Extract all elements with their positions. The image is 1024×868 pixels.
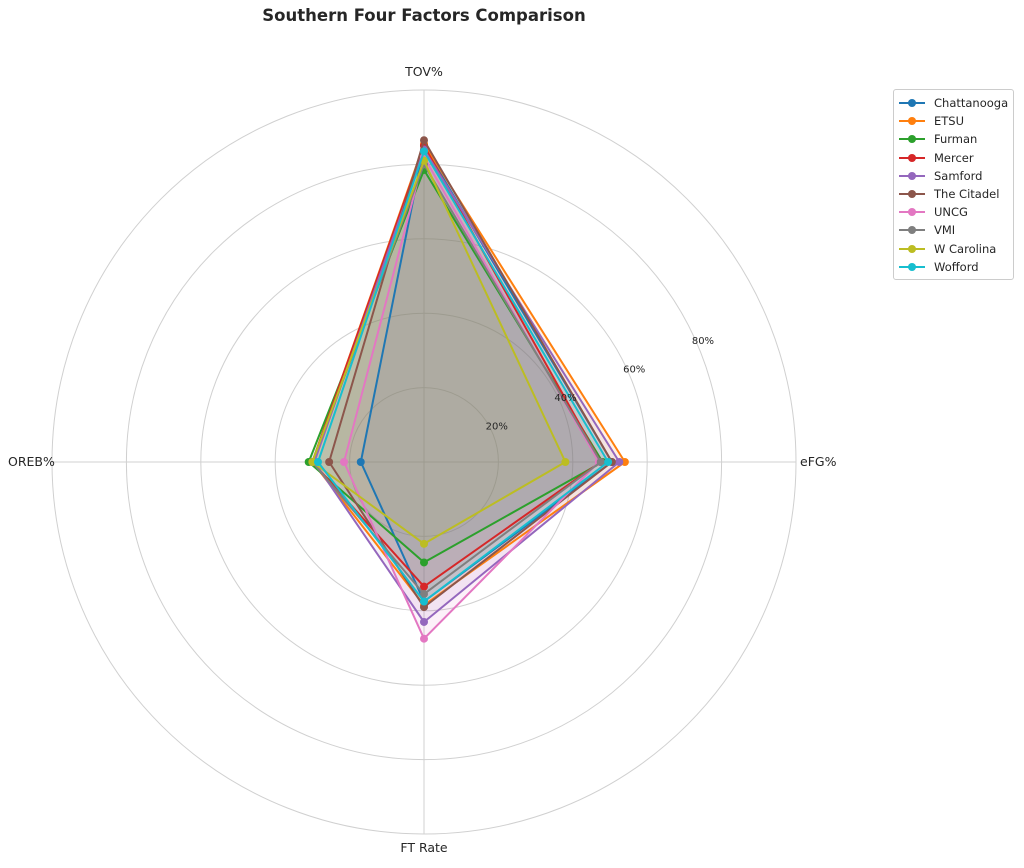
data-point [420, 582, 428, 591]
legend-swatch [899, 207, 925, 217]
legend-swatch [899, 98, 925, 108]
legend-label: ETSU [934, 114, 965, 129]
legend-swatch [899, 153, 925, 163]
data-point [420, 539, 428, 548]
series-fill-8 [312, 160, 566, 544]
series-fill-2 [308, 170, 603, 563]
legend-swatch [899, 225, 925, 235]
legend-swatch [899, 134, 925, 144]
radar-labels: 20% 40% 60% 80% eFG% TOV% OREB% FT Rate [8, 64, 837, 855]
radial-tick-label: 80% [692, 336, 714, 347]
series-fill-5 [329, 140, 612, 608]
data-point [420, 147, 428, 156]
series-fill-3 [312, 145, 601, 587]
data-point [596, 458, 605, 466]
data-point [356, 458, 365, 466]
legend-item: Wofford [894, 258, 1013, 276]
data-point [420, 603, 428, 612]
data-point [561, 458, 570, 466]
axis-label: eFG% [800, 454, 837, 469]
chart-title: Southern Four Factors Comparison [262, 6, 586, 25]
legend-item: Mercer [894, 149, 1013, 167]
data-point [420, 597, 428, 606]
legend-label: Wofford [934, 259, 979, 274]
radar-chart: 20% 40% 60% 80% eFG% TOV% OREB% FT Rate [8, 64, 837, 855]
legend-swatch [899, 116, 925, 126]
series-fill-1 [312, 143, 625, 606]
radar-series [304, 136, 629, 643]
legend-item: ETSU [894, 112, 1013, 130]
data-point [604, 458, 613, 466]
legend-swatch [899, 244, 925, 254]
data-point [308, 458, 317, 466]
data-point [420, 617, 428, 626]
axis-label: FT Rate [400, 840, 448, 855]
legend-label: UNCG [934, 205, 968, 220]
legend-label: VMI [934, 223, 956, 238]
radial-tick-label: 20% [486, 422, 508, 433]
data-point [615, 458, 624, 466]
legend-label: Chattanooga [934, 96, 1009, 111]
legend-item: Samford [894, 167, 1013, 185]
data-point [340, 458, 349, 466]
legend-item: The Citadel [894, 185, 1013, 203]
data-point [620, 458, 629, 466]
legend-item: UNCG [894, 203, 1013, 221]
legend-swatch [899, 189, 925, 199]
data-point [325, 458, 334, 466]
legend-label: The Citadel [934, 187, 1000, 202]
data-point [313, 458, 322, 466]
legend: Chattanooga ETSU Furman Mercer Samford The Ci… [893, 89, 1014, 280]
legend-label: Mercer [934, 150, 974, 165]
series-fill-0 [360, 145, 612, 602]
axis-label: OREB% [8, 454, 55, 469]
data-point [420, 634, 428, 643]
radial-tick-label: 40% [554, 393, 576, 404]
axis-label: TOV% [404, 64, 443, 79]
legend-item: Chattanooga [894, 94, 1013, 112]
legend-item: W Carolina [894, 240, 1013, 258]
legend-item: VMI [894, 221, 1013, 239]
legend-label: Samford [934, 168, 983, 183]
data-point [420, 558, 428, 567]
legend-swatch [899, 262, 925, 272]
series-fill-9 [318, 151, 609, 602]
legend-item: Furman [894, 130, 1013, 148]
legend-label: Furman [934, 132, 978, 147]
radial-tick-label: 60% [623, 365, 645, 376]
legend-swatch [899, 171, 925, 181]
data-point [420, 136, 428, 145]
legend-label: W Carolina [934, 241, 997, 256]
data-point [420, 590, 428, 599]
